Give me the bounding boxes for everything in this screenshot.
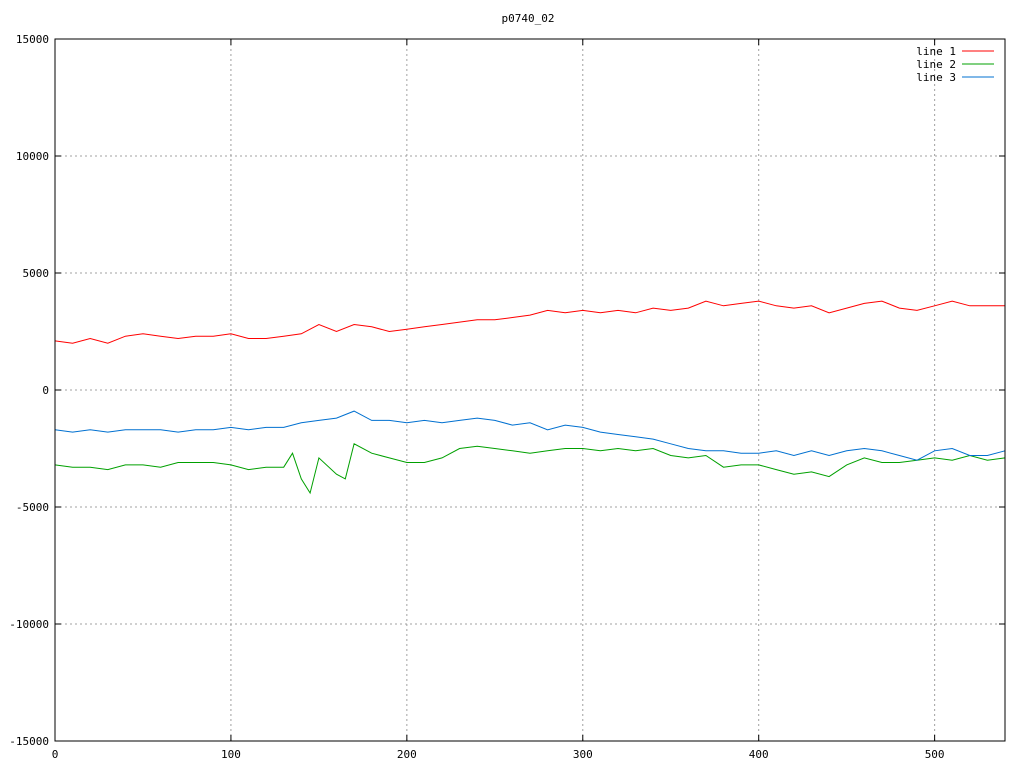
- grid: [55, 39, 1005, 741]
- x-tick-label: 500: [925, 748, 945, 761]
- axis-ticks: 0 100 200 300 400 500 -15000 -10000 -5000 0 5000 10…: [9, 33, 1005, 761]
- series-line-3: [54, 410, 1006, 461]
- x-tick-label: 200: [397, 748, 417, 761]
- series-line-2: [54, 443, 1006, 495]
- x-tick-label: 100: [221, 748, 241, 761]
- y-tick-label: -5000: [16, 501, 49, 514]
- y-tick-label: 0: [42, 384, 49, 397]
- y-tick-label: -15000: [9, 735, 49, 748]
- series-line-1: [54, 300, 1005, 344]
- legend-label: line 1: [916, 45, 956, 58]
- plot-area: [54, 300, 1006, 495]
- x-tick-label: 0: [52, 748, 59, 761]
- chart-title: p0740_02: [502, 12, 555, 25]
- y-tick-label: 5000: [23, 267, 50, 280]
- y-tick-label: 10000: [16, 150, 49, 163]
- x-tick-label: 300: [573, 748, 593, 761]
- plot-frame: [54, 38, 1006, 742]
- legend-label: line 2: [916, 58, 956, 71]
- y-tick-label: -10000: [9, 618, 49, 631]
- y-tick-label: 15000: [16, 33, 49, 46]
- x-tick-label: 400: [749, 748, 769, 761]
- legend-label: line 3: [916, 71, 956, 84]
